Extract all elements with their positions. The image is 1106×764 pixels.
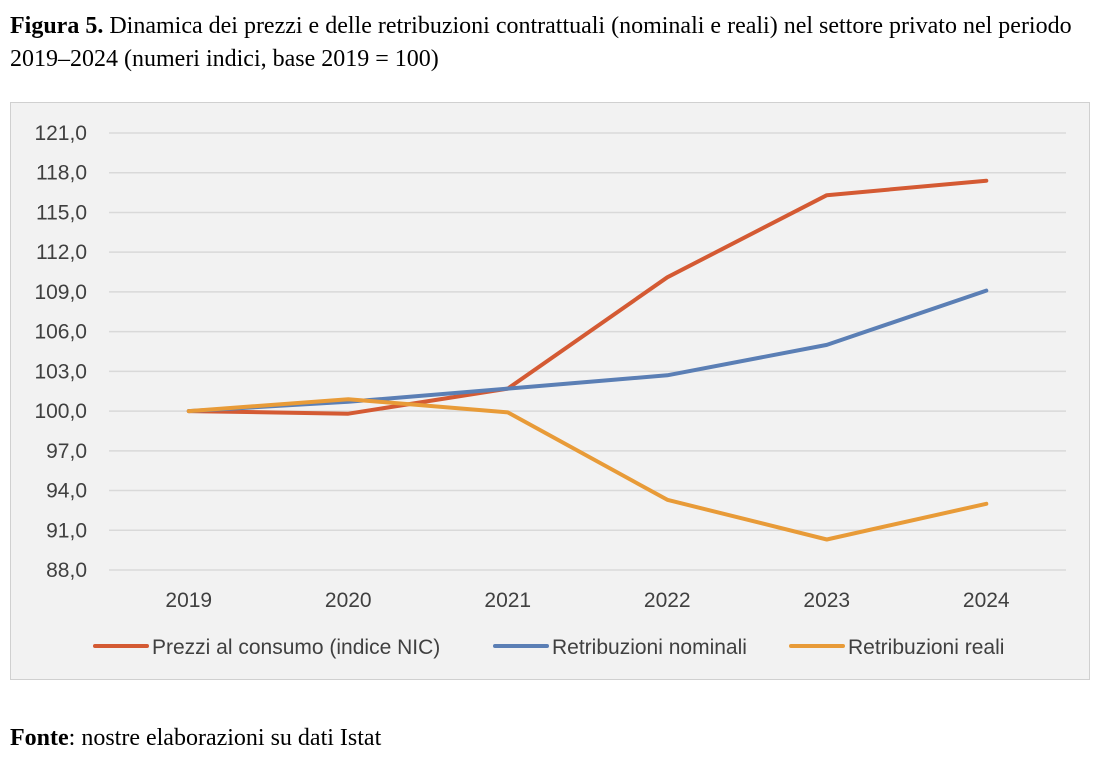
series-line-1	[186, 178, 989, 416]
y-tick-label: 115,0	[36, 201, 87, 224]
x-tick-label: 2022	[644, 589, 691, 612]
x-tick-label: 2023	[803, 589, 850, 612]
series-line-3	[186, 397, 989, 542]
x-tick-label: 2020	[325, 589, 372, 612]
y-tick-label: 121,0	[34, 122, 87, 145]
y-tick-label: 100,0	[34, 400, 87, 423]
x-tick-label: 2021	[484, 589, 531, 612]
y-tick-label: 88,0	[46, 559, 87, 582]
legend-label: Retribuzioni nominali	[552, 636, 747, 659]
source-label: Fonte	[10, 725, 69, 751]
line-chart: 88,0 91,0 94,0 97,0 100,0 103,0 106,0 109,0 112,…	[34, 122, 1066, 659]
y-tick-label: 118,0	[36, 162, 87, 185]
x-tick-label: 2024	[963, 589, 1010, 612]
legend-label: Retribuzioni reali	[848, 636, 1004, 659]
source-text: : nostre elaborazioni su dati Istat	[68, 725, 382, 751]
y-tick-label: 109,0	[34, 281, 87, 304]
legend-label: Prezzi al consumo (indice NIC)	[152, 636, 440, 659]
y-tick-label: 103,0	[34, 360, 87, 383]
y-tick-label: 106,0	[34, 321, 87, 344]
y-tick-label: 112,0	[36, 241, 87, 264]
figure-label: Figura 5.	[10, 13, 104, 39]
y-tick-label: 91,0	[46, 519, 87, 542]
y-tick-label: 94,0	[46, 480, 87, 503]
chart-area: 88,0 91,0 94,0 97,0 100,0 103,0 106,0 109,0 112,…	[10, 102, 1090, 680]
x-tick-label: 2019	[165, 589, 212, 612]
y-tick-label: 97,0	[46, 440, 87, 463]
figure-caption: Figura 5. Dinamica dei prezzi e delle re…	[10, 10, 1100, 76]
source-note: Fonte: nostre elaborazioni su dati Istat	[10, 722, 381, 754]
series-line-2	[186, 288, 989, 414]
figure-title: Dinamica dei prezzi e delle retribuzioni…	[10, 13, 1072, 72]
